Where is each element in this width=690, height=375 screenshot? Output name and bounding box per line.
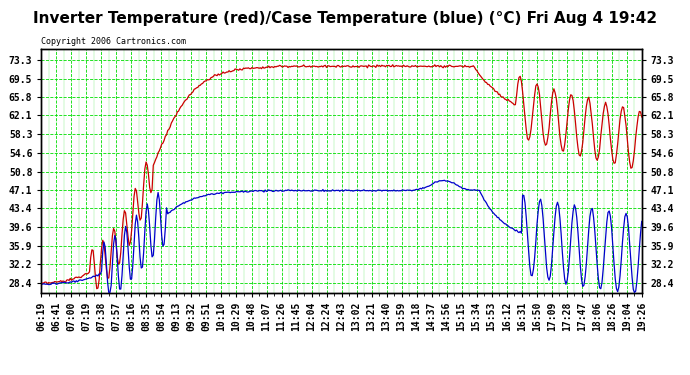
Text: Inverter Temperature (red)/Case Temperature (blue) (°C) Fri Aug 4 19:42: Inverter Temperature (red)/Case Temperat… [33,11,657,26]
Text: Copyright 2006 Cartronics.com: Copyright 2006 Cartronics.com [41,38,186,46]
